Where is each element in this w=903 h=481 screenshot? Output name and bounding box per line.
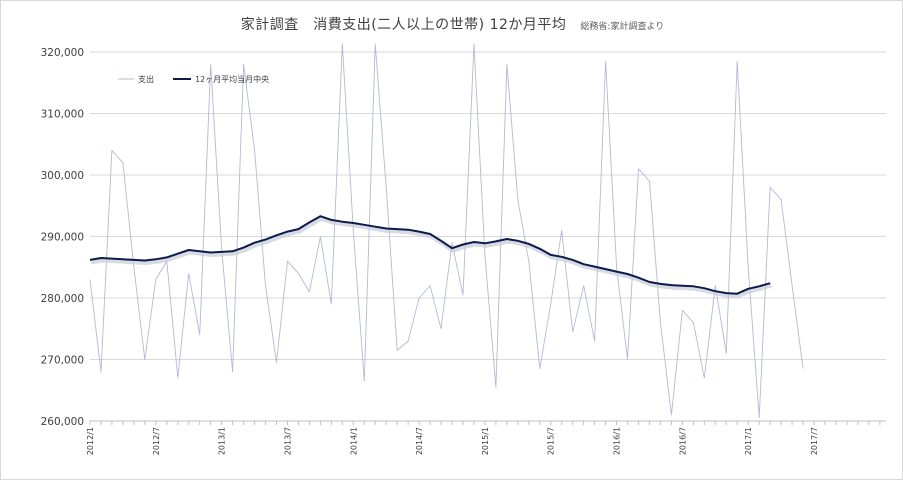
gridlines (90, 51, 886, 360)
y-tick-label: 260,000 (41, 416, 84, 428)
x-tick-label: 2015/1 (481, 427, 490, 455)
x-tick-label: 2013/1 (218, 427, 227, 455)
x-tick-label: 2016/7 (678, 427, 687, 455)
x-tick-label: 2013/7 (283, 427, 292, 455)
y-tick-label: 310,000 (41, 109, 84, 121)
x-tick-label: 2014/7 (415, 427, 424, 455)
x-tick-label: 2017/1 (744, 427, 753, 455)
series-line-average (89, 215, 771, 295)
y-tick-label: 270,000 (41, 355, 84, 367)
series-line-raw (89, 43, 804, 419)
chart-source: 総務省:家計調査より (580, 22, 665, 32)
x-tick-label: 2017/7 (810, 427, 819, 455)
series-shadow (90, 215, 772, 299)
x-tick-label: 2012/1 (86, 427, 95, 455)
chart-title: 家計調査 消費支出(二人以上の世帯) 12か月平均 (240, 17, 567, 33)
series-lines (89, 43, 804, 419)
chart-title-block: 家計調査 消費支出(二人以上の世帯) 12か月平均 総務省:家計調査より (1, 14, 903, 34)
y-tick-label: 290,000 (41, 232, 84, 244)
x-tick-label: 2012/7 (152, 427, 161, 455)
y-tick-label: 320,000 (41, 47, 84, 59)
y-tick-label: 280,000 (41, 293, 84, 305)
legend-label-raw: 支出 (138, 74, 154, 84)
y-axis-ticks: 260,000 270,000 280,000 290,000 300,000 310,0… (41, 47, 84, 428)
legend-label-average: 12ヶ月平均当月中央 (195, 74, 269, 84)
x-axis (89, 420, 886, 425)
x-tick-label: 2016/1 (613, 427, 622, 455)
x-axis-ticks: 2012/1 2012/7 2013/1 2013/7 2014/1 2014/7 2015… (86, 427, 819, 455)
x-tick-label: 2015/7 (547, 427, 556, 455)
y-tick-label: 300,000 (41, 170, 84, 182)
x-tick-label: 2014/1 (349, 427, 358, 455)
legend: 支出 12ヶ月平均当月中央 (118, 74, 269, 84)
